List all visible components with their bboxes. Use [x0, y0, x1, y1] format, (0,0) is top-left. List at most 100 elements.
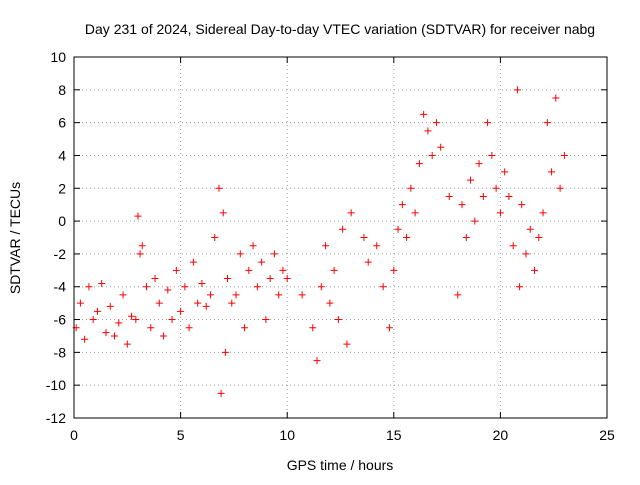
- data-point: [93, 307, 101, 315]
- data-point: [471, 217, 479, 225]
- data-point: [432, 119, 440, 127]
- ticks-layer: [73, 56, 608, 419]
- data-point: [386, 324, 394, 332]
- data-point: [164, 286, 172, 294]
- data-point: [330, 266, 338, 274]
- data-point: [181, 283, 189, 291]
- data-point: [168, 316, 176, 324]
- data-point: [172, 266, 180, 274]
- data-point: [76, 299, 84, 307]
- data-point: [211, 234, 219, 241]
- data-point: [123, 340, 131, 348]
- data-point: [151, 275, 159, 283]
- y-tick-label: 4: [58, 147, 66, 163]
- data-point: [206, 291, 214, 299]
- y-tick-label: 2: [58, 180, 66, 196]
- data-point: [202, 302, 210, 310]
- y-tick-label: 8: [58, 82, 66, 98]
- data-point: [437, 143, 445, 151]
- y-tick-label: -12: [46, 410, 66, 426]
- y-tick-label: -8: [54, 344, 67, 360]
- data-point: [275, 291, 283, 299]
- data-point: [155, 299, 163, 307]
- data-point: [241, 324, 249, 332]
- data-point: [119, 291, 127, 299]
- data-point: [326, 299, 334, 307]
- data-point: [428, 151, 436, 159]
- y-tick-label: -4: [54, 279, 67, 295]
- y-tick-label: 0: [58, 213, 66, 229]
- data-point: [543, 119, 551, 127]
- data-point: [224, 275, 232, 283]
- data-point: [403, 234, 411, 241]
- data-point: [134, 212, 142, 220]
- data-point: [221, 348, 229, 356]
- data-point: [496, 209, 504, 217]
- x-tick-label: 5: [177, 427, 185, 443]
- x-tick-label: 25: [599, 427, 615, 443]
- data-point: [458, 201, 466, 209]
- data-point: [81, 335, 89, 343]
- data-point: [189, 258, 197, 266]
- x-tick-label: 10: [279, 427, 295, 443]
- data-point: [279, 266, 287, 274]
- data-point: [420, 110, 428, 118]
- x-tick-label: 15: [386, 427, 402, 443]
- data-point: [185, 324, 193, 332]
- data-point: [217, 389, 225, 397]
- data-point: [106, 302, 114, 310]
- data-point: [136, 250, 144, 258]
- data-point: [115, 319, 123, 327]
- data-point: [262, 316, 270, 324]
- data-point: [128, 312, 136, 320]
- data-point: [98, 279, 106, 287]
- data-point: [548, 168, 556, 176]
- data-point: [415, 160, 423, 168]
- data-point: [505, 192, 513, 200]
- y-axis-label: SDTVAR / TECUs: [7, 182, 23, 294]
- data-point: [160, 332, 168, 340]
- data-point: [132, 316, 140, 324]
- data-point: [398, 201, 406, 209]
- data-point: [111, 332, 119, 340]
- x-tick-label: 20: [493, 427, 509, 443]
- data-point: [522, 250, 530, 258]
- y-tick-label: -10: [46, 377, 66, 393]
- data-point: [516, 283, 524, 291]
- data-point: [360, 234, 368, 241]
- data-point: [379, 283, 387, 291]
- data-point: [236, 250, 244, 258]
- data-point: [552, 94, 560, 102]
- data-point: [475, 160, 483, 168]
- data-point: [194, 299, 202, 307]
- x-tick-label: 0: [70, 427, 78, 443]
- data-point: [394, 225, 402, 233]
- data-point: [317, 283, 325, 291]
- data-point: [215, 184, 223, 192]
- data-point: [142, 283, 150, 291]
- data-point: [539, 209, 547, 217]
- data-point: [501, 168, 509, 176]
- y-tick-label: 6: [58, 115, 66, 131]
- data-point: [253, 283, 261, 291]
- data-point: [556, 184, 564, 192]
- data-point: [373, 242, 381, 250]
- data-point: [390, 266, 398, 274]
- data-point: [488, 151, 496, 159]
- data-point: [535, 234, 543, 241]
- x-axis-label: GPS time / hours: [287, 457, 394, 473]
- y-tick-label: 10: [50, 49, 66, 65]
- data-point: [245, 266, 253, 274]
- data-point: [322, 242, 330, 250]
- data-point: [454, 291, 462, 299]
- y-tick-label: -2: [54, 246, 67, 262]
- data-point: [258, 258, 266, 266]
- data-point: [228, 299, 236, 307]
- data-point: [531, 266, 539, 274]
- data-point: [219, 209, 227, 217]
- data-point: [560, 151, 568, 159]
- plot-frame: [73, 56, 608, 419]
- data-point: [518, 201, 526, 209]
